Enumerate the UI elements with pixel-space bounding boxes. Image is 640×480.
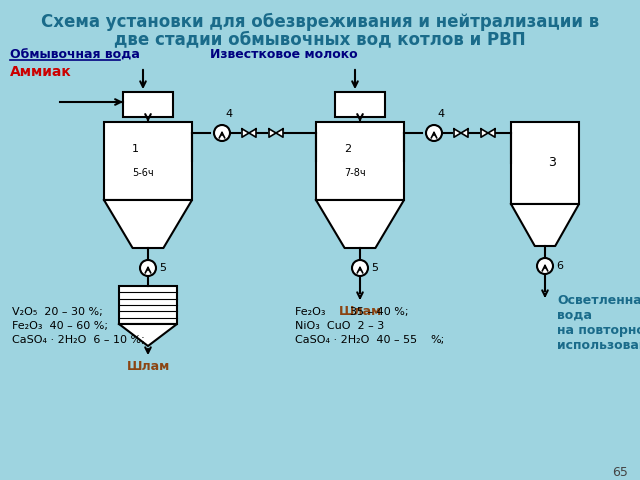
Bar [316, 122, 404, 200]
Text: 65: 65 [612, 466, 628, 479]
Text: 2: 2 [344, 144, 351, 154]
Bar [123, 92, 173, 117]
Circle shape [140, 260, 156, 276]
Text: Аммиак: Аммиак [10, 65, 72, 79]
Text: 5-6ч: 5-6ч [132, 168, 154, 178]
Text: 7-8ч: 7-8ч [344, 168, 366, 178]
Bar [119, 286, 177, 324]
Text: две стадии обмывочных вод котлов и РВП: две стадии обмывочных вод котлов и РВП [114, 30, 526, 48]
Polygon shape [316, 200, 404, 248]
Polygon shape [481, 129, 488, 137]
Bar [335, 92, 385, 117]
Text: 6: 6 [556, 261, 563, 271]
Circle shape [537, 258, 553, 274]
Text: Осветленная
вода
на повторное
использование: Осветленная вода на повторное использова… [557, 294, 640, 352]
Text: 5: 5 [371, 263, 378, 273]
Polygon shape [488, 129, 495, 137]
Polygon shape [249, 129, 256, 137]
Text: Fe₂O₃  40 – 60 %;: Fe₂O₃ 40 – 60 %; [12, 321, 108, 331]
Text: 4: 4 [225, 109, 232, 119]
Polygon shape [119, 324, 177, 346]
Circle shape [352, 260, 368, 276]
Text: 1: 1 [132, 144, 139, 154]
Text: 5: 5 [159, 263, 166, 273]
Text: Схема установки для обезвреживания и нейтрализации в: Схема установки для обезвреживания и ней… [41, 13, 599, 31]
Text: Fe₂O₃       35 – 40 %;: Fe₂O₃ 35 – 40 %; [295, 307, 408, 317]
Text: %;: %; [430, 335, 444, 345]
Text: Шлам: Шлам [126, 360, 170, 373]
Circle shape [214, 125, 230, 141]
Circle shape [426, 125, 442, 141]
Text: CaSO₄ · 2H₂O  6 – 10 %;: CaSO₄ · 2H₂O 6 – 10 %; [12, 335, 145, 345]
Text: Обмывочная вода: Обмывочная вода [10, 48, 140, 61]
Text: Шлам: Шлам [339, 305, 381, 318]
Polygon shape [454, 129, 461, 137]
Text: NiO₃  CuO  2 – 3: NiO₃ CuO 2 – 3 [295, 321, 384, 331]
Bar [104, 122, 192, 200]
Text: V₂O₅  20 – 30 %;: V₂O₅ 20 – 30 %; [12, 307, 103, 317]
Polygon shape [276, 129, 283, 137]
Polygon shape [104, 200, 192, 248]
Text: Известковое молоко: Известковое молоко [210, 48, 358, 61]
Polygon shape [511, 204, 579, 246]
Text: 4: 4 [437, 109, 444, 119]
Text: CaSO₄ · 2H₂O  40 – 55: CaSO₄ · 2H₂O 40 – 55 [295, 335, 417, 345]
Text: 3: 3 [548, 156, 556, 169]
Polygon shape [461, 129, 468, 137]
Polygon shape [242, 129, 249, 137]
Bar [511, 122, 579, 204]
Polygon shape [269, 129, 276, 137]
